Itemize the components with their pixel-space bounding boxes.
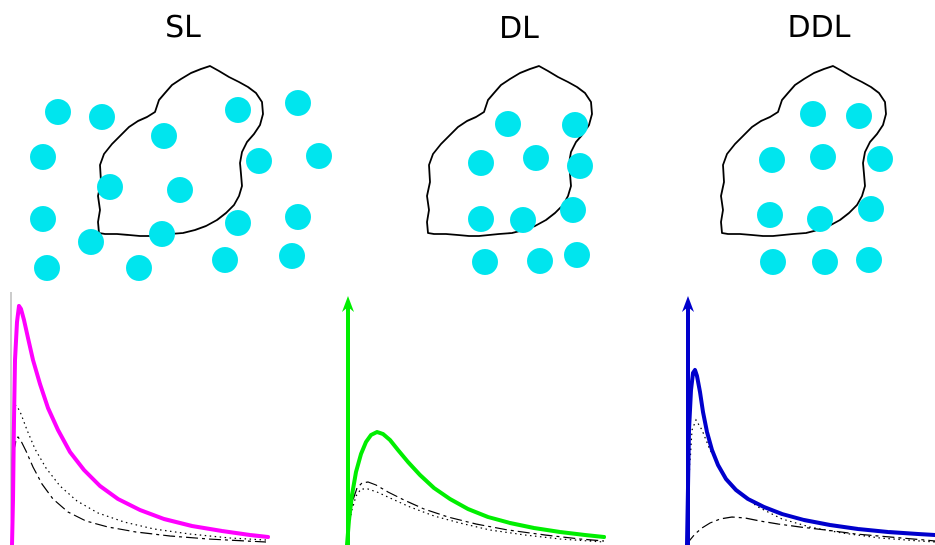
main-curve (685, 368, 935, 545)
source-discs-ddl (757, 101, 893, 275)
source-disc (212, 247, 238, 273)
panel-title-dl: DL (499, 11, 539, 46)
domain-outlines (97, 65, 887, 237)
curve-plot-dl (342, 296, 606, 545)
source-disc (810, 144, 836, 170)
dashed-curve (686, 516, 935, 545)
source-disc (527, 248, 553, 274)
dashed-curve (11, 436, 267, 545)
curve-plot-ddl (682, 296, 935, 545)
source-disc (564, 242, 590, 268)
source-disc (523, 145, 549, 171)
arrow-head (682, 296, 694, 312)
domain-outline-sl (97, 65, 264, 237)
source-disc (151, 123, 177, 149)
dashed-curve (346, 481, 605, 545)
source-disc (560, 197, 586, 223)
source-disc (846, 103, 872, 129)
panel-title-sl: SL (165, 10, 201, 45)
source-disc (149, 221, 175, 247)
domain-outline-ddl (720, 65, 887, 237)
source-disc (246, 148, 272, 174)
source-disc (468, 206, 494, 232)
dotted-curve (11, 404, 267, 545)
source-disc (225, 97, 251, 123)
source-disc (97, 174, 123, 200)
source-disc (760, 249, 786, 275)
main-curve (10, 304, 270, 545)
main-curve (345, 430, 606, 545)
dotted-curve (686, 418, 935, 545)
source-disc (759, 147, 785, 173)
domain-outline-dl (426, 65, 593, 237)
source-disc (472, 249, 498, 275)
source-disc (858, 196, 884, 222)
source-disc (285, 204, 311, 230)
source-disc (285, 90, 311, 116)
source-disc (78, 229, 104, 255)
source-disc (800, 101, 826, 127)
source-disc (812, 249, 838, 275)
source-disc (306, 143, 332, 169)
panel-title-ddl: DDL (788, 10, 851, 45)
source-disc (34, 255, 60, 281)
source-disc (126, 255, 152, 281)
dotted-curve (346, 488, 605, 545)
source-disc (856, 247, 882, 273)
source-disc (30, 206, 56, 232)
source-disc (562, 112, 588, 138)
source-disc (30, 144, 56, 170)
curve-plot-sl (10, 292, 270, 545)
source-disc (89, 104, 115, 130)
source-discs-sl (30, 90, 332, 281)
source-disc (495, 111, 521, 137)
arrow-head (342, 296, 354, 312)
source-disc (807, 206, 833, 232)
source-disc (867, 146, 893, 172)
source-disc (510, 207, 536, 233)
source-disc (45, 99, 71, 125)
source-disc (757, 202, 783, 228)
source-discs-dl (468, 111, 593, 275)
source-disc (468, 150, 494, 176)
source-disc (279, 243, 305, 269)
source-disc (567, 153, 593, 179)
source-disc (225, 210, 251, 236)
source-disc (167, 177, 193, 203)
